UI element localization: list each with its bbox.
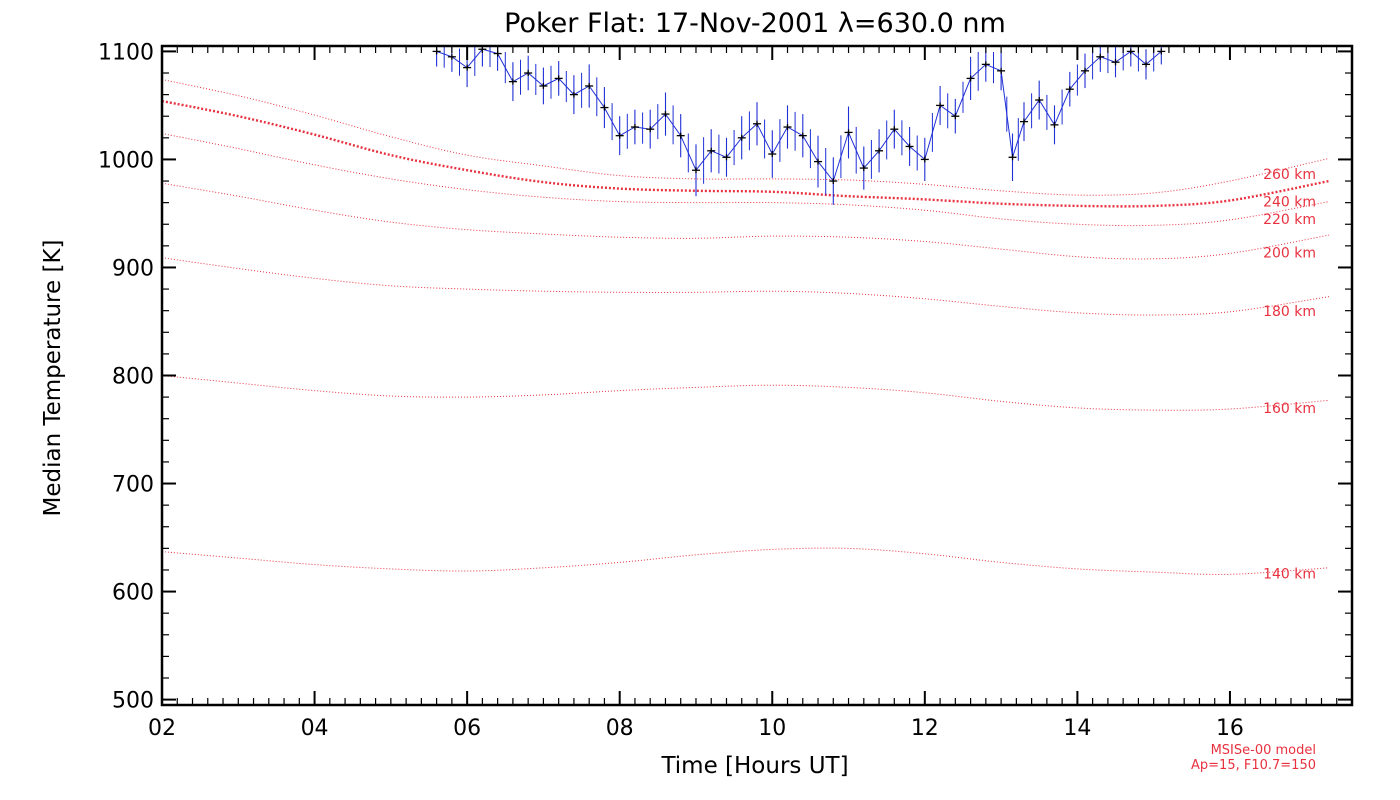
data-point	[890, 126, 899, 133]
model-curve-180-km	[162, 257, 1330, 316]
data-point	[814, 158, 823, 165]
data-point	[722, 154, 731, 161]
y-tick-label: 900	[112, 256, 154, 281]
model-label-240-km: 240 km	[1263, 195, 1316, 211]
model-label-260-km: 260 km	[1263, 167, 1316, 183]
data-point	[1008, 154, 1017, 161]
x-tick-label: 06	[453, 716, 481, 741]
data-point	[936, 102, 945, 109]
data-point	[630, 124, 639, 131]
chart-title: Poker Flat: 17-Nov-2001 λ=630.0 nm	[504, 8, 1006, 39]
model-curve-200-km	[162, 182, 1330, 260]
data-point	[676, 132, 685, 139]
data-point	[615, 132, 624, 139]
model-label-180-km: 180 km	[1263, 304, 1316, 320]
data-point	[920, 156, 929, 163]
data-point	[539, 82, 548, 89]
measured-line	[436, 48, 1162, 183]
model-curve-260-km	[162, 79, 1330, 196]
model-label-200-km: 200 km	[1263, 245, 1316, 261]
x-tick-label: 12	[911, 716, 939, 741]
data-point	[997, 67, 1006, 74]
data-point	[737, 134, 746, 141]
measured-series	[432, 46, 1166, 205]
x-tick-label: 16	[1216, 716, 1244, 741]
data-point	[463, 64, 472, 71]
data-point	[1019, 118, 1028, 125]
data-point	[447, 53, 456, 60]
axes: 02 04 06 08 10 12 14 16 500 600 700 800 900 1000 1100	[98, 40, 1354, 741]
model-curve-240-km	[162, 99, 1330, 208]
y-tick-label: 600	[112, 581, 154, 606]
model-curve-140-km	[162, 547, 1330, 575]
x-tick-label: 14	[1063, 716, 1091, 741]
x-tick-label: 02	[148, 716, 176, 741]
data-point	[951, 113, 960, 120]
data-point	[859, 165, 868, 172]
data-point	[753, 120, 761, 127]
model-label-220-km: 220 km	[1263, 212, 1316, 228]
model-label-160-km: 160 km	[1263, 401, 1316, 417]
data-point	[554, 75, 563, 82]
data-point	[1126, 48, 1135, 55]
model-label-140-km: 140 km	[1263, 566, 1316, 582]
data-point	[585, 82, 594, 89]
data-point	[829, 178, 838, 185]
data-point	[1142, 61, 1151, 68]
model-note-line2: Ap=15, F10.7=150	[1191, 758, 1316, 773]
y-tick-label: 500	[112, 689, 154, 714]
x-tick-label: 10	[758, 716, 786, 741]
data-point	[569, 91, 578, 98]
data-point	[661, 111, 670, 118]
data-point	[1050, 121, 1059, 128]
model-curve-160-km	[162, 375, 1330, 411]
data-point	[798, 132, 807, 139]
data-point	[1035, 97, 1044, 104]
data-point	[966, 75, 975, 82]
data-point	[768, 151, 777, 158]
data-point	[508, 78, 517, 85]
x-tick-label: 08	[606, 716, 634, 741]
model-curves	[162, 79, 1330, 575]
data-point	[905, 143, 914, 150]
x-axis-label: Time [Hours UT]	[660, 753, 848, 779]
data-point	[707, 147, 716, 154]
y-tick-label: 800	[112, 365, 154, 390]
y-tick-label: 1000	[98, 148, 154, 173]
data-point	[1065, 86, 1074, 93]
data-point	[1157, 48, 1166, 55]
data-point	[524, 70, 533, 77]
x-tick-label: 04	[301, 716, 329, 741]
y-tick-label: 1100	[98, 40, 154, 65]
y-axis-label: Median Temperature [K]	[40, 240, 66, 517]
data-point	[646, 126, 655, 133]
y-tick-label: 700	[112, 473, 154, 498]
data-point	[1111, 59, 1120, 66]
data-point	[1096, 53, 1105, 60]
model-note-line1: MSISe-00 model	[1211, 743, 1316, 758]
data-point	[691, 167, 700, 174]
data-point	[875, 147, 884, 154]
data-point	[1081, 67, 1090, 74]
data-point	[844, 129, 853, 136]
data-point	[600, 104, 609, 111]
model-curve-220-km	[162, 133, 1330, 227]
data-point	[783, 124, 792, 131]
data-point	[981, 61, 990, 68]
